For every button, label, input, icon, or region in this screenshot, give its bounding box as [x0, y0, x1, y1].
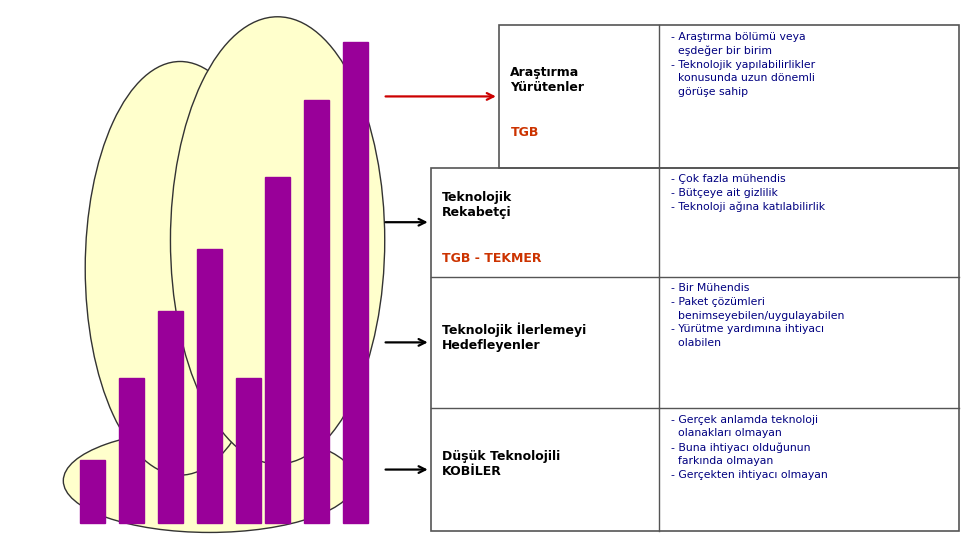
Text: - Araştırma bölümü veya
  eşdeğer bir birim
- Teknolojik yapılabilirlikler
  kon: - Araştırma bölümü veya eşdeğer bir biri…	[671, 32, 815, 97]
Bar	[80, 460, 105, 523]
Bar	[120, 378, 144, 523]
Text: Düşük Teknolojili
KOBİLER: Düşük Teknolojili KOBİLER	[442, 450, 560, 478]
Ellipse shape	[63, 429, 356, 532]
Text: - Gerçek anlamda teknoloji
  olanakları olmayan
- Buna ihtiyacı olduğunun
  fark: - Gerçek anlamda teknoloji olanakları ol…	[671, 415, 828, 480]
Ellipse shape	[170, 17, 385, 464]
Bar	[197, 249, 221, 523]
Text: - Bir Mühendis
- Paket çözümleri
  benimseyebilen/uygulayabilen
- Yürütme yardım: - Bir Mühendis - Paket çözümleri benimse…	[671, 283, 844, 348]
Bar	[343, 42, 368, 523]
Bar	[431, 168, 959, 531]
Text: Teknolojik İlerlemeyi
Hedefleyenler: Teknolojik İlerlemeyi Hedefleyenler	[442, 322, 586, 352]
Bar	[304, 100, 329, 523]
Bar	[499, 25, 959, 168]
Bar	[158, 311, 182, 523]
Text: TGB - TEKMER: TGB - TEKMER	[442, 252, 542, 265]
Text: TGB: TGB	[510, 126, 539, 139]
Bar	[265, 177, 290, 523]
Text: - Çok fazla mühendis
- Bütçeye ait gizlilik
- Teknoloji ağına katılabilirlik: - Çok fazla mühendis - Bütçeye ait gizli…	[671, 174, 825, 212]
Text: Araştırma
Yürütenler: Araştırma Yürütenler	[510, 65, 584, 94]
Ellipse shape	[86, 61, 275, 475]
Bar	[236, 378, 261, 523]
Text: Teknolojik
Rekabetçi: Teknolojik Rekabetçi	[442, 191, 512, 220]
